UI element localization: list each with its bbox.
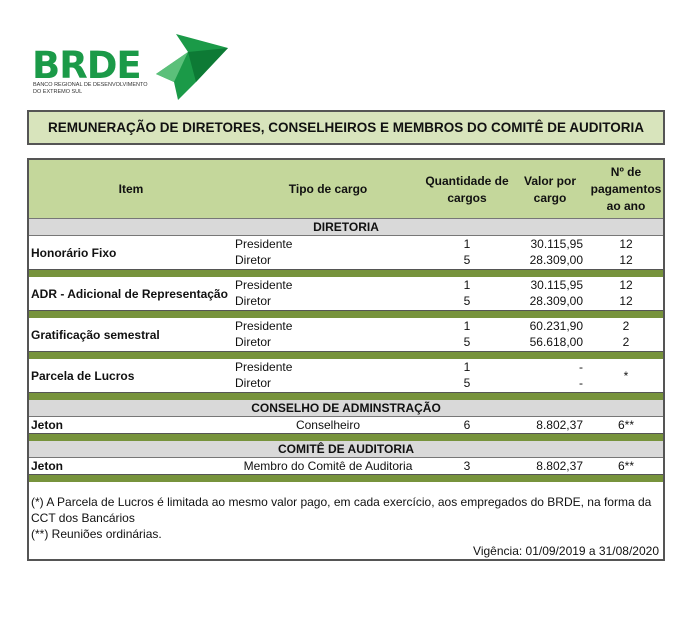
valor: 28.309,00 bbox=[529, 294, 583, 308]
logo-subtitle: BANCO REGIONAL DE DESENVOLVIMENTO DO EXTR… bbox=[33, 82, 148, 95]
section-header: CONSELHO DE ADMINSTRAÇÃO bbox=[29, 400, 663, 417]
row-separator bbox=[29, 433, 663, 441]
table-row: Gratificação semestral Presidente 1 60.231,… bbox=[29, 318, 663, 351]
quantidade: 3 bbox=[463, 459, 471, 473]
tipo-cargo: Presidente bbox=[235, 278, 293, 292]
col-item: Item bbox=[118, 182, 144, 196]
table-row: Jeton Membro do Comitê de Auditoria 3 8.802… bbox=[29, 458, 663, 474]
item-name: Parcela de Lucros bbox=[31, 368, 135, 383]
tipo-cargo: Diretor bbox=[235, 294, 272, 308]
valor: 60.231,90 bbox=[529, 319, 583, 333]
pagamentos: 2 bbox=[622, 319, 630, 333]
tipo-cargo: Diretor bbox=[235, 253, 272, 267]
tipo-cargo: Membro do Comitê de Auditoria bbox=[243, 459, 413, 473]
tipo-cargo: Presidente bbox=[235, 319, 293, 333]
tipo-cargo: Presidente bbox=[235, 360, 293, 374]
col-valor: Valor por cargo bbox=[523, 173, 576, 205]
quantidade: 1 bbox=[463, 278, 471, 292]
valor: 56.618,00 bbox=[529, 335, 583, 349]
valor: 30.115,95 bbox=[530, 278, 584, 292]
tipo-cargo: Conselheiro bbox=[295, 418, 361, 432]
quantidade: 5 bbox=[463, 294, 471, 308]
col-pag: Nº de pagamentos ao ano bbox=[590, 165, 662, 213]
pagamentos: 12 bbox=[619, 294, 633, 308]
item-name: Jeton bbox=[31, 418, 64, 432]
pagamentos: 6** bbox=[617, 459, 634, 473]
quantidade: 6 bbox=[463, 418, 471, 432]
section-header: DIRETORIA bbox=[29, 219, 663, 236]
pagamentos: * bbox=[623, 368, 629, 383]
footnote: (**) Reuniões ordinárias. bbox=[31, 527, 162, 541]
row-separator bbox=[29, 392, 663, 400]
quantidade: 1 bbox=[463, 360, 471, 374]
row-separator bbox=[29, 474, 663, 482]
valor: 28.309,00 bbox=[529, 253, 583, 267]
footnote: (*) A Parcela de Lucros é limitada ao me… bbox=[31, 495, 652, 525]
row-separator bbox=[29, 269, 663, 277]
item-name: Jeton bbox=[31, 459, 64, 473]
quantidade: 5 bbox=[463, 335, 471, 349]
logo: BRDE bbox=[32, 44, 142, 87]
pagamentos: 12 bbox=[619, 237, 633, 251]
pagamentos: 12 bbox=[619, 253, 633, 267]
col-qtd: Quantidade de cargos bbox=[425, 173, 509, 205]
tipo-cargo: Presidente bbox=[235, 237, 293, 251]
pagamentos: 6** bbox=[617, 418, 634, 432]
valor: 8.802,37 bbox=[536, 459, 583, 473]
item-name: ADR - Adicional de Representação bbox=[31, 286, 228, 301]
table-row: Jeton Conselheiro 6 8.802,37 6** bbox=[29, 417, 663, 433]
valor: - bbox=[579, 376, 583, 390]
valor: 30.115,95 bbox=[530, 237, 584, 251]
valor: - bbox=[579, 360, 583, 374]
page-title: REMUNERAÇÃO DE DIRETORES, CONSELHEIROS E… bbox=[27, 110, 665, 145]
row-separator bbox=[29, 351, 663, 359]
table-header: Item Tipo de cargo Quantidade de cargos … bbox=[29, 160, 663, 219]
quantidade: 1 bbox=[463, 319, 471, 333]
quantidade: 1 bbox=[463, 237, 471, 251]
pagamentos: 2 bbox=[622, 335, 630, 349]
quantidade: 5 bbox=[463, 376, 471, 390]
tipo-cargo: Diretor bbox=[235, 376, 272, 390]
valor: 8.802,37 bbox=[536, 418, 583, 432]
tipo-cargo: Diretor bbox=[235, 335, 272, 349]
item-name: Gratificação semestral bbox=[31, 327, 160, 342]
table-row: Parcela de Lucros Presidente 1 - * Diretor 5 - bbox=[29, 359, 663, 392]
item-name: Honorário Fixo bbox=[31, 245, 117, 260]
pagamentos: 12 bbox=[619, 278, 633, 292]
section-header: COMITÊ DE AUDITORIA bbox=[29, 441, 663, 458]
table-row: Honorário Fixo Presidente 1 30.115,95 12 Dire… bbox=[29, 236, 663, 269]
col-tipo: Tipo de cargo bbox=[288, 182, 368, 196]
logo-mark-icon bbox=[156, 34, 228, 100]
row-separator bbox=[29, 310, 663, 318]
table-row: ADR - Adicional de Representação Presiden… bbox=[29, 277, 663, 310]
quantidade: 5 bbox=[463, 253, 471, 267]
remuneration-table: Item Tipo de cargo Quantidade de cargos … bbox=[27, 158, 665, 561]
footnotes: (*) A Parcela de Lucros é limitada ao me… bbox=[31, 494, 661, 542]
vigencia: Vigência: 01/09/2019 a 31/08/2020 bbox=[473, 544, 659, 558]
